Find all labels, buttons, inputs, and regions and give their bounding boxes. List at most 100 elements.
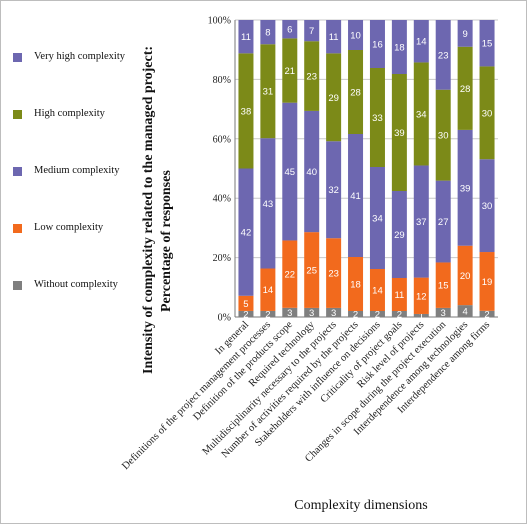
bar-segment — [435, 262, 451, 308]
data-label: 5 — [243, 299, 248, 310]
legend-swatch-low — [13, 224, 22, 233]
legend-swatch-very-high — [13, 53, 22, 62]
data-label: 2 — [243, 309, 248, 320]
data-label: 28 — [350, 88, 361, 99]
data-label: 2 — [397, 310, 402, 321]
data-label: 14 — [263, 285, 274, 296]
bar-segment — [260, 310, 276, 317]
data-label: 19 — [482, 277, 493, 288]
bar-segment — [326, 238, 342, 308]
x-tick-label: Definitions of the project management pr… — [120, 319, 273, 472]
data-label: 18 — [394, 43, 405, 54]
data-label: 2 — [375, 310, 380, 321]
bar-segment — [435, 20, 451, 90]
bar-segment — [391, 74, 407, 191]
data-label: 30 — [482, 108, 493, 119]
legend-swatch-without — [13, 281, 22, 290]
bar-segment — [238, 20, 254, 54]
data-label: 23 — [438, 50, 449, 61]
data-label: 18 — [350, 280, 361, 291]
bar-segment — [282, 38, 298, 103]
data-label: 39 — [460, 183, 471, 194]
bar-segment — [391, 20, 407, 74]
bar-segment — [348, 257, 364, 311]
y-tick-label: 40% — [213, 194, 231, 205]
data-label: 8 — [265, 28, 270, 39]
bar-segment — [369, 269, 385, 311]
data-label: 6 — [287, 25, 292, 36]
bar-segment — [413, 20, 429, 63]
data-label: 3 — [331, 308, 336, 319]
bar-segment — [479, 252, 495, 311]
bar-segment — [260, 268, 276, 311]
bar-segment — [260, 20, 276, 45]
data-label: 33 — [372, 113, 383, 124]
bar-segment — [479, 310, 495, 317]
bar-segment — [348, 311, 364, 317]
bar-segment — [282, 102, 298, 241]
data-label: 28 — [460, 84, 471, 95]
bar-segment — [348, 20, 364, 50]
data-label: 4 — [462, 307, 467, 318]
data-label: 29 — [394, 230, 405, 241]
bar-segment — [479, 159, 495, 253]
legend-label-without: Without complexity — [34, 279, 118, 290]
data-label: 22 — [285, 270, 296, 281]
bar-segment — [348, 50, 364, 134]
data-label: 30 — [482, 201, 493, 212]
data-label: 10 — [350, 31, 361, 42]
data-label: 23 — [328, 269, 339, 280]
legend-label-medium: Medium complexity — [34, 165, 120, 176]
legend-label-low: Low complexity — [34, 222, 104, 233]
data-label: 15 — [482, 39, 493, 50]
bar-segment — [413, 62, 429, 166]
bar-segment — [369, 167, 385, 269]
bar-segment — [457, 46, 473, 130]
bar-segment — [304, 232, 320, 308]
data-label: 14 — [372, 286, 383, 297]
data-label: 11 — [241, 32, 251, 43]
data-label: 45 — [285, 167, 296, 178]
bar-segment — [326, 53, 342, 142]
data-label: 29 — [328, 93, 339, 104]
data-label: 39 — [394, 128, 405, 139]
data-label: 14 — [416, 37, 427, 48]
data-label: 2 — [265, 309, 270, 320]
bar-segment — [238, 168, 254, 296]
bar-segment — [457, 245, 473, 306]
data-label: 11 — [394, 290, 404, 301]
data-label: 21 — [285, 66, 296, 77]
data-label: 43 — [263, 199, 274, 210]
y-tick-label: 60% — [213, 134, 231, 145]
bar-segment — [304, 41, 320, 111]
data-label: 3 — [441, 308, 446, 319]
bar-segment — [304, 20, 320, 42]
data-label: 9 — [462, 29, 467, 40]
data-label: 37 — [416, 217, 427, 228]
data-label: 15 — [438, 281, 449, 292]
bar-segment — [457, 20, 473, 47]
bar-segment — [479, 20, 495, 67]
bar-segment — [369, 311, 385, 317]
bar-segment — [391, 191, 407, 278]
bar-segment — [238, 53, 254, 169]
bar-segment — [369, 68, 385, 167]
bar-segment — [413, 313, 429, 317]
data-label: 23 — [306, 72, 317, 83]
bar-segment — [282, 240, 298, 308]
data-label: 2 — [484, 309, 489, 320]
bar-segment — [326, 141, 342, 239]
bar-segment — [457, 129, 473, 246]
bar-segment — [413, 165, 429, 278]
y-tick-label: 20% — [213, 253, 231, 264]
y-tick-label: 100% — [208, 16, 231, 27]
data-label: 38 — [241, 106, 252, 117]
data-label: 2 — [353, 310, 358, 321]
bar-segment — [435, 307, 451, 317]
data-label: 16 — [372, 40, 383, 51]
bar-segment — [326, 20, 342, 54]
bar-segment — [260, 138, 276, 269]
legend-swatch-medium — [13, 167, 22, 176]
data-label: 27 — [438, 217, 449, 228]
data-label: 25 — [306, 266, 317, 277]
